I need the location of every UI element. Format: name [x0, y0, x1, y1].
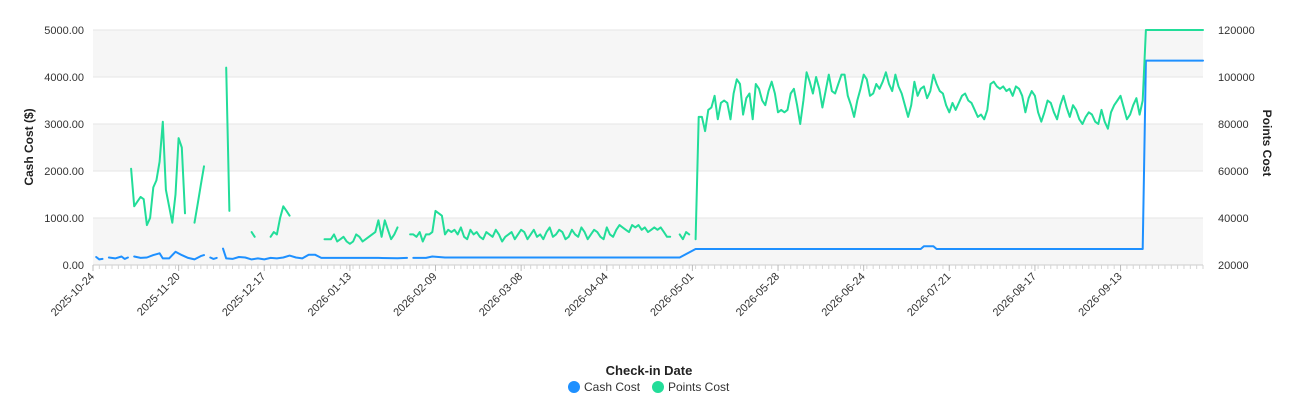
- left-tick-label: 5000.00: [44, 25, 84, 37]
- x-axis-ticks: 2025-10-24 2025-11-20 2025-12-17 2026-01-13…: [49, 265, 1125, 319]
- grid-band: [93, 171, 1203, 218]
- x-tick-label: 2026-05-01: [648, 271, 696, 319]
- x-tick-label: 2026-08-17: [991, 271, 1039, 319]
- x-tick-label: 2026-06-24: [819, 271, 867, 319]
- legend-item-cash-cost[interactable]: Cash Cost: [568, 380, 641, 394]
- x-tick-label: 2026-04-04: [563, 271, 611, 319]
- right-tick-label: 80000: [1218, 119, 1249, 131]
- legend-marker-points-cost: [652, 381, 664, 393]
- left-axis-title: Cash Cost ($): [22, 108, 36, 185]
- series-line-points-cost: [130, 29, 1204, 245]
- grid-bands: [93, 29, 1203, 266]
- right-tick-label: 20000: [1218, 260, 1249, 272]
- right-tick-label: 60000: [1218, 166, 1249, 178]
- x-tick-label: 2026-01-13: [306, 271, 354, 319]
- x-tick-label: 2026-07-21: [905, 271, 953, 319]
- x-tick-label: 2026-05-28: [734, 271, 782, 319]
- legend: Cash Cost Points Cost: [568, 380, 730, 394]
- right-tick-label: 100000: [1218, 72, 1255, 84]
- legend-marker-cash-cost: [568, 381, 580, 393]
- left-tick-label: 3000.00: [44, 119, 84, 131]
- x-axis-title: Check-in Date: [606, 363, 693, 378]
- x-tick-label: 2025-12-17: [220, 271, 268, 319]
- left-tick-label: 2000.00: [44, 166, 84, 178]
- left-tick-label: 1000.00: [44, 213, 84, 225]
- x-tick-label: 2025-10-24: [49, 271, 97, 319]
- series-layer: [95, 29, 1204, 261]
- x-minor-ticks: [92, 265, 1204, 269]
- right-tick-label: 120000: [1218, 25, 1255, 37]
- left-tick-label: 4000.00: [44, 72, 84, 84]
- left-tick-label: 0.00: [63, 260, 84, 272]
- x-tick-label: 2026-02-09: [391, 271, 439, 319]
- x-tick-label: 2026-03-08: [477, 271, 525, 319]
- legend-item-points-cost[interactable]: Points Cost: [652, 380, 730, 394]
- grid-band: [93, 30, 1203, 77]
- grid-band: [93, 124, 1203, 171]
- x-tick-label: 2025-11-20: [135, 271, 183, 319]
- legend-label-cash-cost: Cash Cost: [584, 380, 641, 394]
- right-tick-label: 40000: [1218, 213, 1249, 225]
- series-line-cash-cost: [95, 59, 1204, 261]
- right-axis-ticks: 20000 40000 60000 80000 100000 120000: [1218, 25, 1255, 272]
- legend-label-points-cost: Points Cost: [668, 380, 730, 394]
- left-axis-ticks: 0.00 1000.00 2000.00 3000.00 4000.00 5000.00: [44, 25, 84, 272]
- grid-band: [93, 77, 1203, 124]
- x-tick-label: 2026-09-13: [1076, 271, 1124, 319]
- right-axis-title: Points Cost: [1260, 110, 1274, 177]
